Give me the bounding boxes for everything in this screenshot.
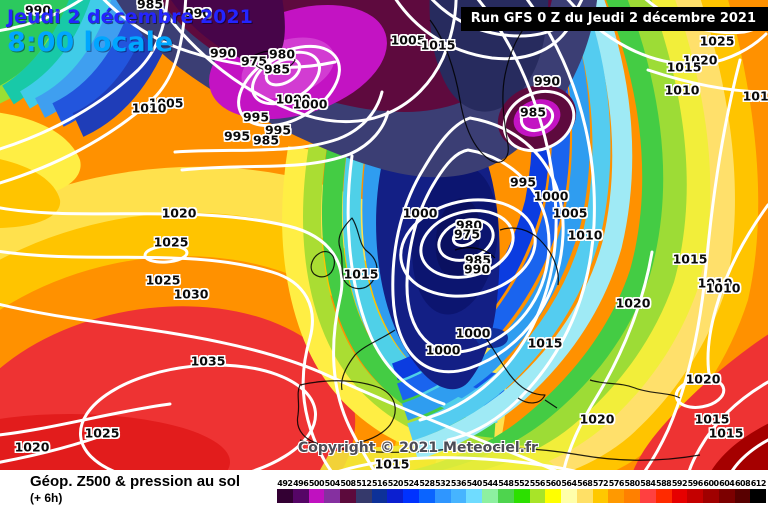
scale-swatch (592, 489, 609, 503)
scale-swatch (340, 489, 356, 503)
scale-tick: 612 (750, 479, 767, 488)
chart-title: Géop. Z500 & pression au sol (30, 473, 241, 490)
map-canvas (0, 0, 768, 470)
scale-tick: 572 (592, 479, 609, 488)
weather-map-graphic (0, 0, 768, 470)
scale-swatch (639, 489, 656, 503)
scale-tick: 512 (356, 479, 372, 488)
scale-swatch (529, 489, 546, 503)
scale-tick: 576 (608, 479, 625, 488)
scale-tick: 536 (450, 479, 467, 488)
scale-tick: 596 (687, 479, 704, 488)
scale-swatch (434, 489, 451, 503)
scale-tick: 580 (624, 479, 640, 488)
scale-swatch (624, 489, 640, 503)
scale-swatch (576, 489, 593, 503)
scale-tick: 520 (387, 479, 404, 488)
scale-tick: 492 (277, 479, 293, 488)
scale-swatch (513, 489, 530, 503)
scale-tick: 544 (482, 479, 498, 488)
scale-swatch (450, 489, 467, 503)
scale-tick: 588 (656, 479, 672, 488)
scale-swatch (608, 489, 625, 503)
scale-tick: 516 (371, 479, 388, 488)
color-scale: 492 496 500 504 508 512 516 520 524 528 532 536 540 5… (277, 479, 766, 503)
scale-swatch (387, 489, 404, 503)
scale-swatch (419, 489, 435, 503)
footer-bar: Géop. Z500 & pression au sol (+ 6h) 492 4… (0, 470, 768, 512)
scale-tick: 600 (703, 479, 719, 488)
scale-swatch (355, 489, 372, 503)
scale-tick: 552 (514, 479, 530, 488)
scale-tick: 508 (340, 479, 356, 488)
scale-tick: 524 (403, 479, 420, 488)
scale-swatch (292, 489, 309, 503)
scale-tick: 548 (498, 479, 514, 488)
scale-swatch (703, 489, 719, 503)
scale-swatch (277, 489, 293, 503)
scale-swatch (371, 489, 388, 503)
scale-swatch (750, 489, 767, 503)
scale-tick: 564 (561, 479, 577, 488)
scale-swatch (497, 489, 514, 503)
scale-tick: 556 (529, 479, 546, 488)
scale-swatch (687, 489, 704, 503)
scale-swatch (324, 489, 341, 503)
forecast-step: (+ 6h) (30, 491, 63, 505)
scale-swatch (545, 489, 562, 503)
scale-tick: 496 (293, 479, 309, 488)
scale-tick: 528 (419, 479, 435, 488)
scale-tick: 592 (671, 479, 688, 488)
scale-tick: 540 (466, 479, 483, 488)
scale-tick: 584 (640, 479, 656, 488)
scale-tick: 608 (734, 479, 751, 488)
scale-swatch (655, 489, 672, 503)
scale-swatch (561, 489, 577, 503)
scale-swatch (403, 489, 420, 503)
scale-tick: 604 (719, 479, 735, 488)
scale-tick: 532 (435, 479, 451, 488)
scale-swatch (718, 489, 735, 503)
scale-tick: 560 (545, 479, 562, 488)
scale-swatch (466, 489, 483, 503)
scale-tick: 500 (308, 479, 325, 488)
scale-tick: 568 (577, 479, 593, 488)
scale-tick: 504 (324, 479, 341, 488)
color-scale-swatches (277, 489, 767, 503)
scale-swatch (482, 489, 498, 503)
scale-swatch (671, 489, 688, 503)
scale-swatch (308, 489, 325, 503)
scale-swatch (734, 489, 751, 503)
color-scale-ticks: 492 496 500 504 508 512 516 520 524 528 532 536 540 5… (277, 479, 766, 488)
